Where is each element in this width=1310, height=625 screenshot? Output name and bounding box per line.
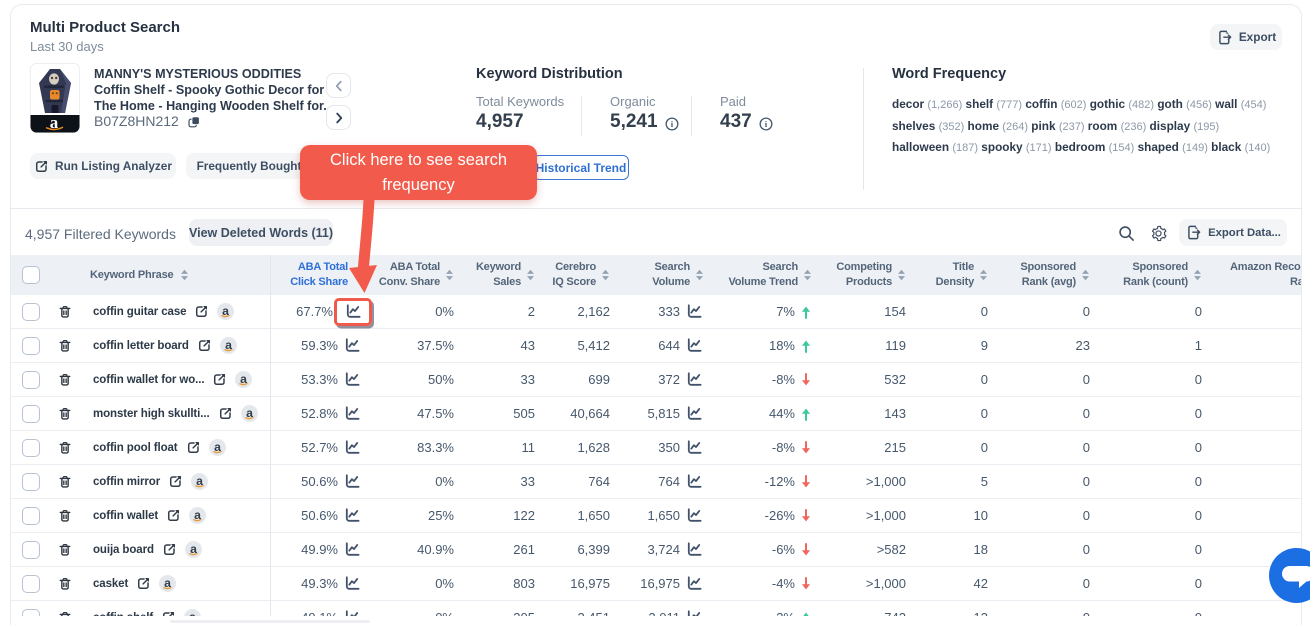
svg-text:a: a: [225, 338, 232, 352]
svg-text:i: i: [670, 119, 673, 129]
svg-text:a: a: [246, 406, 253, 420]
svg-text:a: a: [214, 440, 221, 454]
svg-text:a: a: [164, 576, 171, 590]
svg-text:a: a: [196, 474, 203, 488]
svg-text:a: a: [194, 508, 201, 522]
svg-text:a: a: [190, 542, 197, 556]
svg-text:a: a: [50, 113, 59, 132]
svg-text:a: a: [241, 372, 248, 386]
svg-text:a: a: [223, 304, 230, 318]
svg-text:i: i: [764, 119, 767, 129]
